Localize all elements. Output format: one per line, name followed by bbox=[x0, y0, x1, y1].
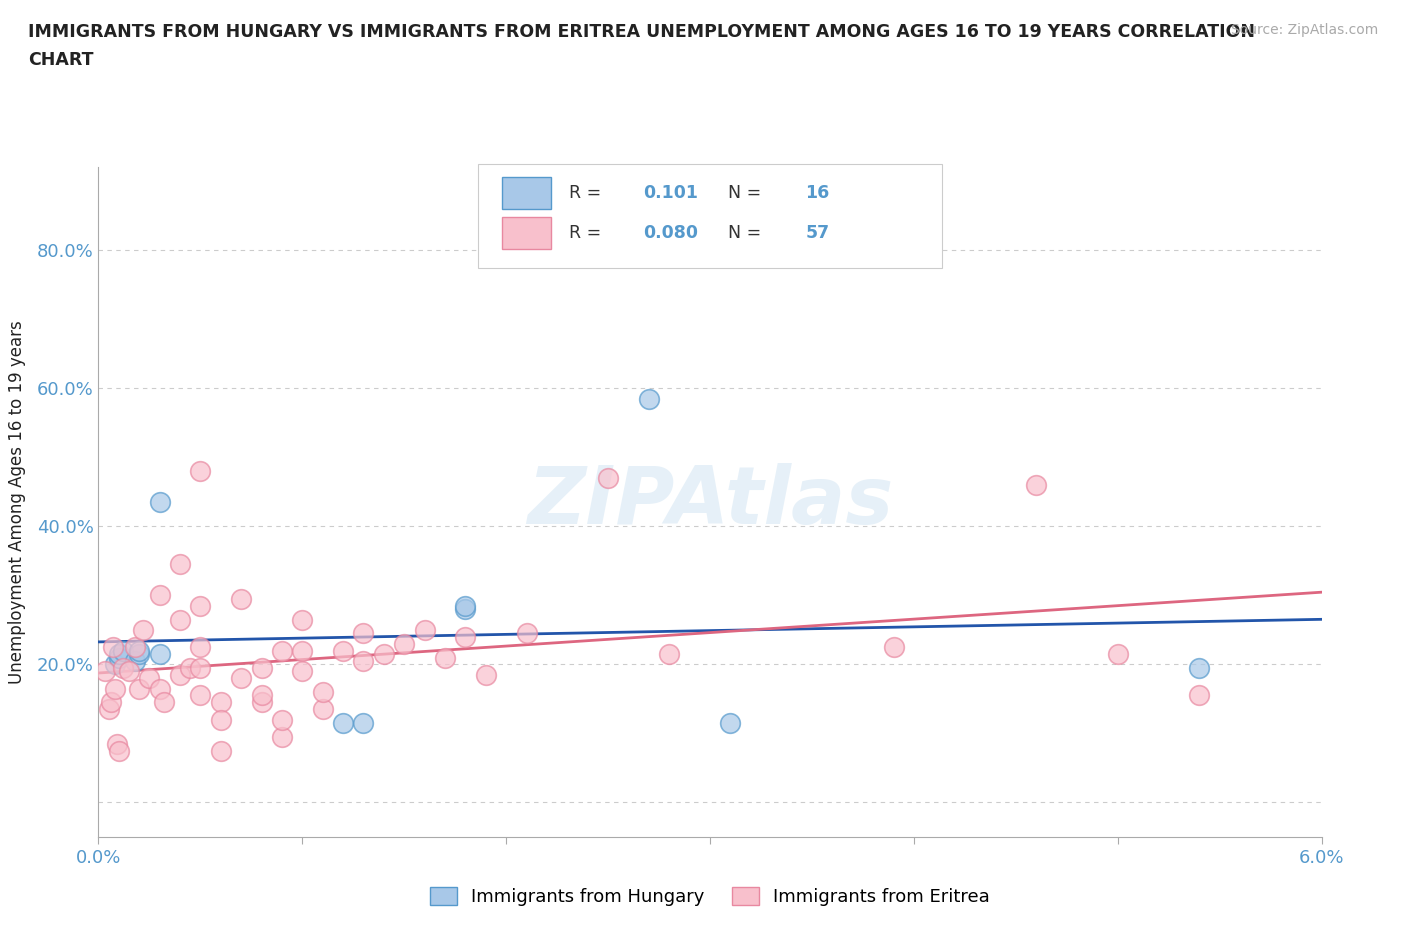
Point bbox=[188, 640, 212, 655]
Point bbox=[433, 650, 456, 665]
Point bbox=[209, 712, 232, 727]
Point bbox=[188, 464, 212, 479]
Point bbox=[516, 626, 538, 641]
Point bbox=[108, 650, 131, 665]
Point bbox=[250, 688, 273, 703]
Point bbox=[413, 622, 436, 637]
Point bbox=[392, 636, 416, 651]
Text: Source: ZipAtlas.com: Source: ZipAtlas.com bbox=[1230, 23, 1378, 37]
Point bbox=[138, 671, 160, 685]
Point bbox=[104, 657, 127, 671]
Point bbox=[883, 640, 905, 655]
Point bbox=[454, 598, 477, 613]
Point bbox=[149, 646, 172, 661]
Point bbox=[718, 716, 742, 731]
Text: 0.080: 0.080 bbox=[643, 224, 697, 242]
Point bbox=[291, 644, 314, 658]
Point bbox=[188, 688, 212, 703]
Point bbox=[1188, 660, 1211, 675]
Point bbox=[100, 695, 122, 710]
FancyBboxPatch shape bbox=[502, 177, 551, 209]
Y-axis label: Unemployment Among Ages 16 to 19 years: Unemployment Among Ages 16 to 19 years bbox=[7, 320, 25, 684]
Point bbox=[149, 495, 172, 510]
Text: N =: N = bbox=[728, 224, 768, 242]
Point bbox=[1025, 477, 1047, 492]
Text: CHART: CHART bbox=[28, 51, 94, 69]
Point bbox=[97, 702, 120, 717]
Text: 16: 16 bbox=[806, 184, 830, 202]
Point bbox=[188, 660, 212, 675]
Point bbox=[104, 681, 127, 696]
Point bbox=[105, 737, 128, 751]
Point bbox=[111, 644, 134, 658]
Point bbox=[149, 588, 172, 603]
Point bbox=[209, 695, 232, 710]
Text: R =: R = bbox=[569, 224, 607, 242]
Point bbox=[454, 630, 477, 644]
Legend: Immigrants from Hungary, Immigrants from Eritrea: Immigrants from Hungary, Immigrants from… bbox=[420, 878, 1000, 915]
Point bbox=[101, 640, 124, 655]
FancyBboxPatch shape bbox=[502, 217, 551, 249]
Point bbox=[270, 712, 292, 727]
Point bbox=[179, 660, 201, 675]
Point bbox=[128, 681, 150, 696]
Point bbox=[332, 644, 354, 658]
Point bbox=[209, 743, 232, 758]
Point bbox=[1107, 646, 1129, 661]
Point bbox=[124, 654, 146, 669]
Point bbox=[454, 602, 477, 617]
Point bbox=[149, 681, 172, 696]
Point bbox=[373, 646, 395, 661]
Point bbox=[132, 622, 155, 637]
Point bbox=[311, 684, 335, 699]
Point bbox=[250, 695, 273, 710]
Point bbox=[311, 702, 335, 717]
Point bbox=[169, 668, 191, 683]
Point bbox=[169, 612, 191, 627]
Point bbox=[332, 716, 354, 731]
Point bbox=[231, 671, 253, 685]
Point bbox=[598, 471, 620, 485]
Point bbox=[291, 612, 314, 627]
FancyBboxPatch shape bbox=[478, 164, 942, 268]
Point bbox=[250, 660, 273, 675]
Point bbox=[124, 640, 146, 655]
Point bbox=[352, 716, 374, 731]
Point bbox=[658, 646, 681, 661]
Text: 0.101: 0.101 bbox=[643, 184, 697, 202]
Point bbox=[270, 644, 292, 658]
Point bbox=[152, 695, 174, 710]
Point bbox=[291, 664, 314, 679]
Point bbox=[231, 591, 253, 606]
Point bbox=[128, 644, 150, 658]
Point bbox=[188, 598, 212, 613]
Point bbox=[169, 557, 191, 572]
Point bbox=[128, 646, 150, 661]
Point bbox=[1188, 688, 1211, 703]
Text: 57: 57 bbox=[806, 224, 830, 242]
Point bbox=[108, 743, 131, 758]
Point bbox=[111, 660, 134, 675]
Point bbox=[352, 626, 374, 641]
Text: ZIPAtlas: ZIPAtlas bbox=[527, 463, 893, 541]
Point bbox=[637, 392, 661, 406]
Point bbox=[270, 729, 292, 744]
Text: N =: N = bbox=[728, 184, 768, 202]
Point bbox=[108, 646, 131, 661]
Text: R =: R = bbox=[569, 184, 607, 202]
Point bbox=[474, 668, 498, 683]
Point bbox=[118, 664, 141, 679]
Point bbox=[352, 654, 374, 669]
Text: IMMIGRANTS FROM HUNGARY VS IMMIGRANTS FROM ERITREA UNEMPLOYMENT AMONG AGES 16 TO: IMMIGRANTS FROM HUNGARY VS IMMIGRANTS FR… bbox=[28, 23, 1256, 41]
Point bbox=[93, 664, 115, 679]
